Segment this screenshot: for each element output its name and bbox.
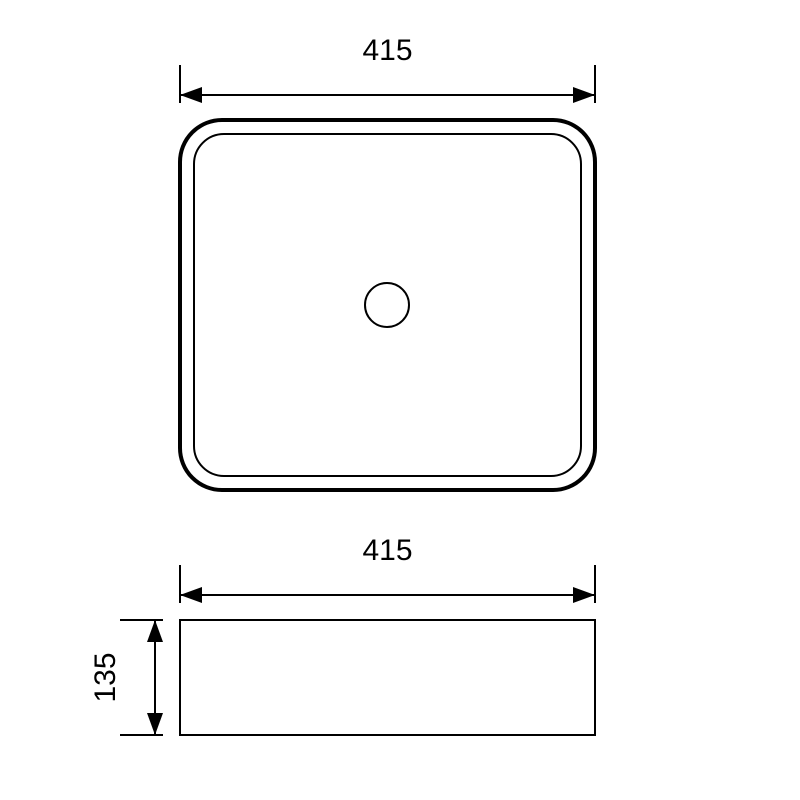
- dim-height-side-arrow-down: [147, 713, 163, 735]
- dim-height-side-arrow-up: [147, 620, 163, 642]
- side-view: [180, 620, 595, 735]
- dim-width-side-arrow-left: [180, 587, 202, 603]
- drain-hole: [365, 283, 409, 327]
- dim-width-side-label: 415: [362, 534, 412, 567]
- dim-height-side-label: 135: [89, 652, 122, 702]
- technical-drawing: 415 415 135: [0, 0, 800, 800]
- dim-width-top-arrow-right: [573, 87, 595, 103]
- top-view-outer: [180, 120, 595, 490]
- dim-width-top-label: 415: [362, 34, 412, 67]
- top-view-inner: [194, 134, 581, 476]
- dim-width-top-arrow-left: [180, 87, 202, 103]
- dim-width-side-arrow-right: [573, 587, 595, 603]
